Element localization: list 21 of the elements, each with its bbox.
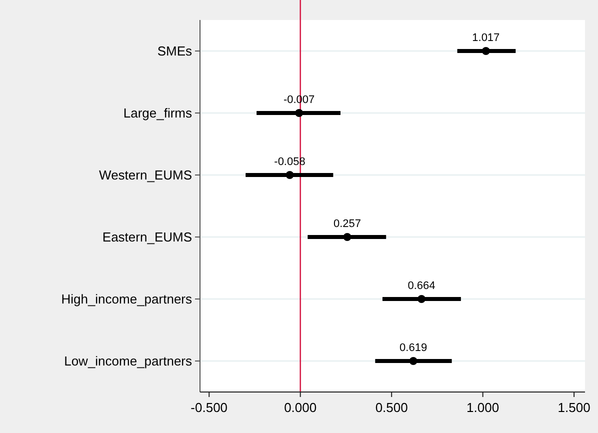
point [482, 47, 490, 55]
point [295, 109, 304, 117]
x-tick-label: 0.000 [284, 400, 317, 415]
y-tick-label: SMEs [157, 44, 192, 59]
point [286, 171, 294, 179]
x-tick-label: 0.500 [375, 400, 408, 415]
data-label: 0.664 [408, 280, 436, 292]
x-tick-label: 1.000 [466, 400, 500, 415]
y-tick-label: High_income_partners [61, 292, 192, 307]
point [343, 233, 352, 241]
point [418, 295, 426, 303]
y-tick-label: Large_firms [123, 106, 192, 121]
data-label: 0.257 [333, 218, 362, 230]
point [409, 357, 418, 365]
data-label: 1.017 [472, 32, 500, 44]
x-tick-label: -0.500 [190, 400, 228, 415]
x-tick-label: 1.500 [558, 400, 590, 415]
y-tick-label: Western_EUMS [99, 168, 192, 183]
y-tick-label: Eastern_EUMS [102, 230, 192, 245]
data-label: 0.619 [400, 342, 428, 354]
y-tick-label: Low_income_partners [64, 354, 192, 369]
